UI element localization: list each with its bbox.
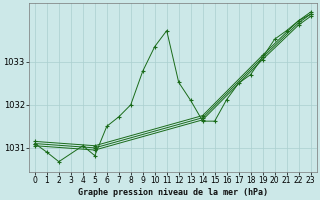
X-axis label: Graphe pression niveau de la mer (hPa): Graphe pression niveau de la mer (hPa) — [78, 188, 268, 197]
